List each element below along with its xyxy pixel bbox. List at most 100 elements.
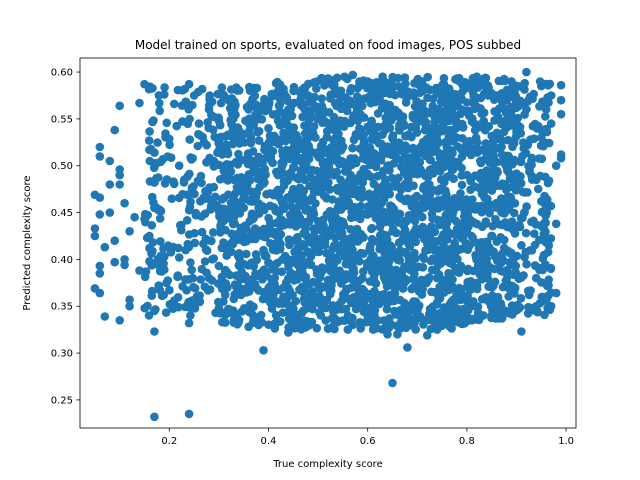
data-point	[502, 269, 511, 278]
data-point	[452, 202, 462, 212]
data-point	[409, 181, 418, 190]
data-point	[296, 94, 306, 104]
data-point	[322, 210, 332, 219]
data-point	[204, 105, 214, 114]
data-point	[286, 201, 296, 211]
data-point	[195, 291, 204, 300]
data-point	[422, 331, 432, 340]
y-tick-label: 0.35	[51, 302, 73, 313]
data-point	[404, 175, 413, 185]
data-point	[172, 121, 181, 131]
data-point	[415, 143, 424, 153]
data-point	[484, 122, 494, 131]
data-point	[471, 133, 481, 142]
data-point	[338, 217, 348, 227]
data-point	[422, 180, 432, 189]
data-point	[418, 263, 428, 272]
data-point	[191, 208, 201, 218]
data-point	[516, 179, 526, 188]
data-point	[165, 134, 174, 144]
data-point	[432, 325, 442, 334]
data-point	[323, 166, 333, 175]
data-point	[546, 91, 556, 100]
data-point	[556, 80, 566, 90]
data-point	[323, 275, 333, 285]
data-point	[451, 247, 461, 256]
data-point	[173, 272, 182, 282]
data-point	[268, 158, 278, 168]
data-point	[497, 208, 506, 217]
data-point	[516, 294, 526, 303]
data-point	[303, 319, 313, 329]
data-point	[351, 229, 360, 239]
data-point	[508, 281, 517, 291]
data-point	[125, 301, 134, 311]
data-point	[265, 296, 274, 305]
data-point	[300, 273, 310, 283]
data-point	[354, 276, 364, 286]
data-point	[345, 259, 354, 268]
data-point	[189, 282, 198, 292]
data-point	[472, 72, 482, 81]
data-point	[497, 142, 506, 152]
data-point	[105, 180, 115, 189]
y-tick-label: 0.40	[51, 255, 73, 266]
data-point	[408, 259, 417, 269]
data-point	[256, 310, 266, 320]
data-point	[160, 252, 169, 261]
data-point	[441, 188, 450, 197]
data-point	[491, 219, 501, 228]
data-point	[239, 304, 249, 313]
data-point	[440, 247, 450, 257]
data-point	[217, 195, 227, 204]
data-point	[214, 303, 224, 313]
data-point	[322, 194, 331, 203]
data-point	[331, 138, 340, 147]
data-point	[115, 316, 124, 325]
data-point	[504, 221, 514, 230]
data-point	[406, 213, 416, 222]
data-point	[300, 84, 310, 93]
data-point	[348, 313, 357, 323]
data-point	[289, 147, 298, 156]
data-point	[383, 107, 393, 116]
data-point	[366, 92, 376, 102]
data-point	[90, 231, 100, 241]
data-point	[492, 128, 502, 138]
data-point	[250, 91, 260, 101]
data-point	[150, 178, 159, 187]
data-point	[512, 251, 522, 261]
data-point	[271, 206, 281, 216]
data-point	[269, 239, 278, 249]
data-point	[200, 209, 210, 218]
data-point	[197, 84, 207, 94]
data-point	[355, 78, 364, 88]
data-point	[462, 98, 472, 107]
data-point	[498, 179, 507, 188]
data-point	[300, 140, 309, 150]
data-point	[544, 98, 553, 107]
data-point	[184, 318, 194, 328]
data-point	[482, 149, 491, 158]
data-point	[358, 287, 368, 297]
data-point	[502, 275, 511, 284]
data-point	[505, 258, 514, 267]
data-point	[338, 142, 348, 152]
data-point	[419, 254, 429, 264]
data-point	[254, 136, 264, 145]
data-point	[181, 97, 191, 106]
data-point	[541, 112, 550, 121]
data-point	[318, 159, 328, 168]
data-point	[187, 296, 197, 305]
data-point	[278, 150, 288, 160]
data-point	[476, 156, 485, 166]
data-point	[482, 255, 492, 264]
data-point	[508, 160, 517, 169]
data-point	[516, 172, 525, 181]
data-point	[499, 127, 509, 137]
data-point	[346, 86, 355, 96]
data-point	[230, 201, 239, 211]
data-point	[197, 227, 207, 237]
data-point	[347, 298, 356, 308]
data-point	[451, 111, 461, 120]
